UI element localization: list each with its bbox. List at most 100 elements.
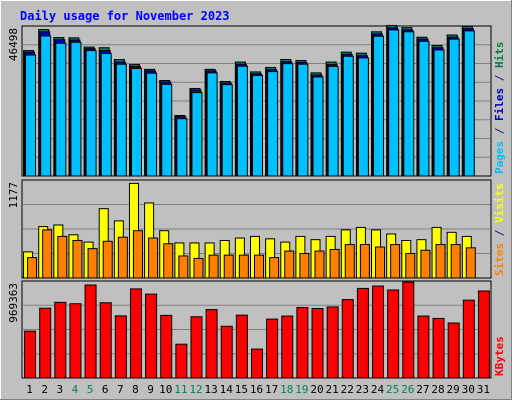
x-tick-label-11: 11 [174,383,187,396]
bar-pages-day-29 [448,38,460,177]
bar-sites-day-7 [117,236,128,279]
bar-kbytes-day-24 [372,285,385,379]
legend-part: Hits [493,42,506,69]
bar-pages-day-28 [433,49,445,177]
bar-pages-day-14 [221,84,233,177]
bar-sites-day-10 [163,243,174,279]
bar-kbytes-day-9 [145,293,158,379]
bar-sites-day-16 [254,254,264,279]
bar-sites-day-1 [27,257,38,279]
bar-sites-day-28 [435,244,446,279]
x-tick-label-28: 28 [431,383,444,396]
bar-pages-day-24 [373,35,385,177]
bar-sites-day-15 [238,254,249,279]
x-tick-label-22: 22 [341,383,354,396]
x-tick-label-24: 24 [371,383,385,396]
bar-pages-day-27 [418,40,430,177]
bar-sites-day-20 [314,250,325,279]
legend-top: Pages / Files / Hits [493,42,506,175]
bar-kbytes-day-4 [69,303,82,379]
bar-pages-day-1 [25,54,37,177]
bar-kbytes-day-10 [160,314,173,379]
bar-kbytes-day-20 [311,308,324,379]
bar-kbytes-day-25 [387,289,400,379]
bar-sites-day-18 [284,250,295,279]
bar-sites-day-21 [329,248,340,279]
bar-kbytes-day-31 [477,290,490,379]
x-tick-label-10: 10 [159,383,172,396]
bar-pages-day-7 [115,63,127,177]
bar-pages-day-11 [176,118,188,177]
bar-sites-day-13 [208,254,219,279]
max-value-label-bottom: 969363 [7,283,20,323]
x-tick-label-14: 14 [220,383,234,396]
bar-kbytes-day-6 [99,302,112,379]
bar-kbytes-day-19 [296,307,309,379]
max-value-label-middle: 1177 [7,182,20,209]
bar-kbytes-day-7 [114,315,127,379]
bar-kbytes-day-13 [205,309,218,379]
x-tick-label-8: 8 [132,383,139,396]
bar-sites-day-19 [299,253,310,279]
bar-kbytes-day-22 [341,299,354,379]
x-tick-label-9: 9 [147,383,154,396]
bar-sites-day-30 [465,247,476,279]
x-tick-label-12: 12 [189,383,202,396]
bar-kbytes-day-26 [402,281,415,379]
bar-pages-day-16 [252,74,263,177]
bar-kbytes-day-30 [462,299,475,379]
bar-pages-day-2 [40,35,52,177]
x-tick-label-3: 3 [57,383,64,396]
x-tick-label-21: 21 [326,383,339,396]
x-tick-label-13: 13 [204,383,217,396]
bar-kbytes-day-12 [190,316,203,379]
bar-pages-day-30 [463,30,475,177]
legend-part: / [493,223,506,243]
legend-part: Files [493,88,506,121]
x-tick-label-30: 30 [462,383,475,396]
panel-bottom: 969363 KBytes [7,280,506,379]
bar-sites-day-2 [42,229,53,279]
bar-pages-day-21 [327,66,339,177]
bar-pages-day-15 [236,65,248,177]
bar-pages-day-3 [55,42,67,177]
bar-sites-day-11 [178,255,189,279]
legend-part: KBytes [493,336,506,376]
bar-kbytes-day-27 [417,315,430,379]
bar-pages-day-13 [206,72,218,177]
bar-pages-day-9 [146,72,158,177]
x-tick-label-20: 20 [310,383,323,396]
bar-pages-day-23 [357,57,369,177]
max-value-label-top: 46498 [7,28,20,61]
bar-sites-day-23 [359,244,370,279]
bar-kbytes-day-16 [251,348,263,379]
bar-kbytes-day-21 [326,306,339,379]
x-tick-label-27: 27 [416,383,429,396]
x-tick-label-31: 31 [477,383,490,396]
legend-part: / [493,68,506,88]
bar-kbytes-day-1 [24,330,37,379]
bar-kbytes-day-15 [235,314,248,379]
x-tick-label-26: 26 [401,383,414,396]
x-tick-label-17: 17 [265,383,278,396]
bar-pages-day-12 [191,92,203,177]
bar-sites-day-22 [344,244,355,279]
bar-pages-day-26 [403,31,415,177]
legend-part: Pages [493,141,506,174]
bar-sites-day-14 [223,254,234,279]
bar-pages-day-18 [282,63,294,177]
x-tick-label-4: 4 [72,383,79,396]
x-tick-label-2: 2 [41,383,48,396]
bar-sites-day-17 [269,257,280,279]
chart-title: Daily usage for November 2023 [20,9,230,23]
bar-sites-day-5 [87,248,98,279]
panel-top: 46498 Pages / Files / Hits [7,24,506,177]
bar-pages-day-19 [297,63,309,177]
x-tick-label-7: 7 [117,383,124,396]
legend-bottom: KBytes [493,336,506,376]
x-tick-label-16: 16 [250,383,263,396]
legend-part: Sites [493,243,506,276]
bar-pages-day-4 [70,41,82,177]
